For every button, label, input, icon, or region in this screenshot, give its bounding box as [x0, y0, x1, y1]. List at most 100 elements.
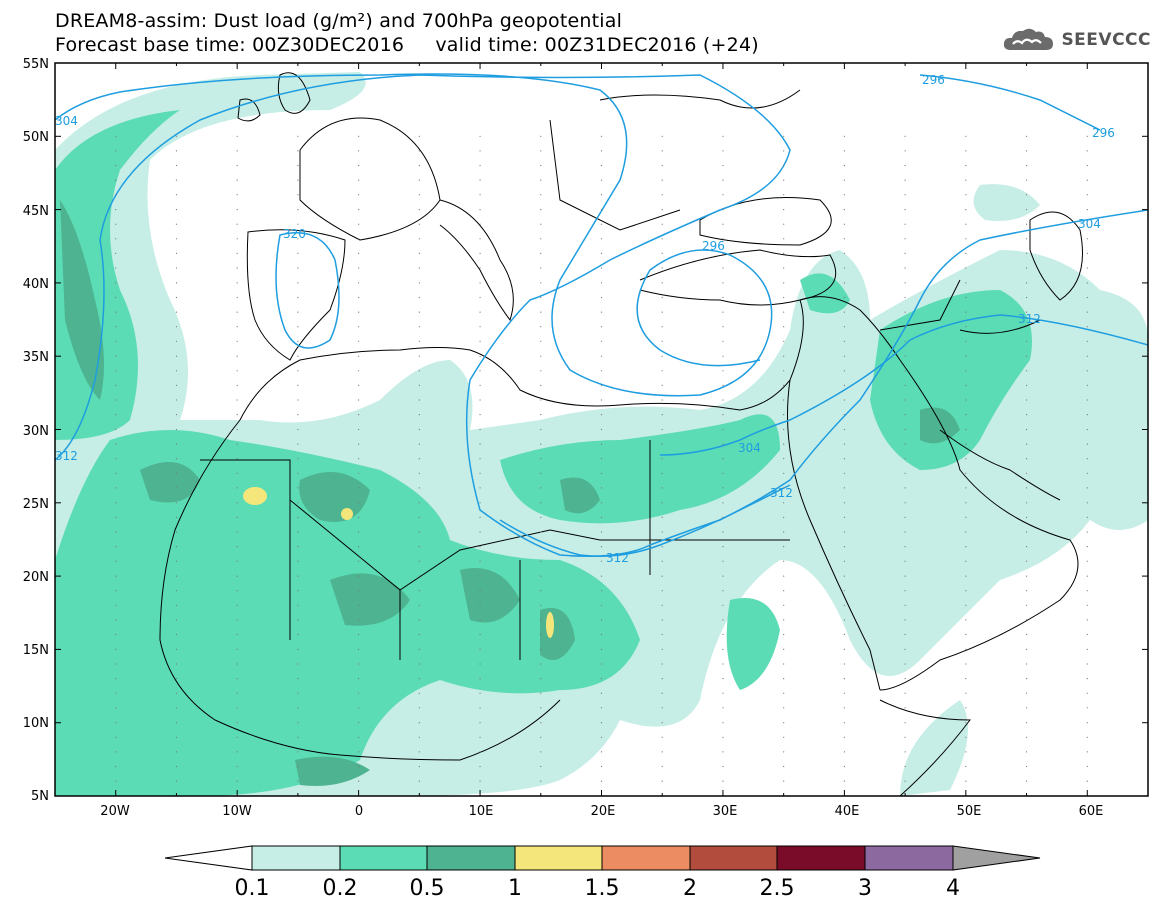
grid-dot: [175, 472, 178, 474]
grid-dot: [479, 238, 481, 240]
grid-dot: [600, 736, 603, 738]
grid-dot: [479, 472, 481, 474]
grid-dot: [783, 238, 785, 240]
grid-dot: [540, 633, 542, 636]
grid-dot: [1086, 722, 1088, 724]
dust-region-low: [900, 700, 968, 796]
grid-dot: [965, 267, 967, 269]
grid-dot: [965, 428, 967, 431]
grid-dot: [236, 604, 238, 606]
grid-dot: [904, 707, 906, 709]
grid-dot: [661, 692, 663, 694]
grid-dot: [661, 326, 663, 328]
dust-region-peak: [243, 487, 267, 505]
grid-dot: [1025, 751, 1028, 753]
grid-dot: [540, 487, 542, 489]
grid-dot: [115, 223, 117, 225]
grid-dot: [479, 296, 481, 299]
grid-dot: [1025, 663, 1028, 665]
grid-dot: [115, 326, 117, 328]
grid-dot: [236, 472, 238, 474]
grid-dot: [418, 765, 420, 768]
grid-dot: [1086, 531, 1088, 533]
grid-dot: [115, 604, 117, 606]
grid-dot: [904, 164, 906, 167]
grid-dot: [236, 575, 238, 577]
lat-label: 10N: [23, 716, 49, 731]
grid-dot: [175, 355, 178, 357]
grid-dot: [540, 282, 542, 284]
grid-dot: [1025, 516, 1028, 519]
grid-dot: [479, 355, 481, 357]
grid-dot: [175, 238, 178, 240]
grid-dot: [1025, 326, 1028, 328]
grid-dot: [297, 252, 299, 254]
grid-dot: [1086, 443, 1088, 445]
grid-dot: [722, 311, 724, 313]
grid-dot: [540, 575, 542, 577]
grid-dot: [904, 678, 906, 680]
grid-dot: [1086, 267, 1088, 269]
grid-dot: [1025, 252, 1028, 254]
grid-dot: [600, 531, 603, 533]
grid-dot: [175, 296, 178, 299]
grid-dot: [418, 326, 420, 328]
grid-dot: [843, 194, 845, 196]
grid-dot: [783, 502, 785, 504]
grid-dot: [1025, 209, 1028, 211]
dust-region-high: [299, 472, 370, 522]
grid-dot: [540, 458, 542, 460]
grid-dot: [661, 487, 663, 489]
grid-dot: [540, 765, 542, 768]
grid-dot: [843, 384, 845, 386]
grid-dot: [358, 399, 360, 401]
grid-dot: [600, 267, 603, 269]
grid-dot: [115, 428, 117, 431]
grid-dot: [965, 575, 967, 577]
grid-dot: [1086, 546, 1088, 548]
grid-dot: [783, 209, 785, 211]
grid-dot: [540, 692, 542, 694]
grid-dot: [661, 736, 663, 738]
grid-dot: [115, 282, 117, 284]
grid-dot: [965, 355, 967, 357]
grid-dot: [661, 282, 663, 284]
grid-dot: [479, 560, 481, 562]
grid-dot: [965, 311, 967, 313]
grid-dot: [418, 502, 420, 504]
grid-dot: [722, 209, 724, 211]
lat-label: 40N: [23, 277, 49, 292]
grid-dot: [965, 150, 967, 152]
grid-dot: [175, 164, 178, 167]
grid-dot: [540, 751, 542, 753]
grid-dot: [115, 516, 117, 519]
grid-dot: [479, 502, 481, 504]
grid-dot: [1086, 633, 1088, 636]
grid-dot: [843, 326, 845, 328]
grid-dot: [175, 736, 178, 738]
grid-dot: [843, 575, 845, 577]
grid-dot: [661, 311, 663, 313]
lon-label: 50E: [957, 804, 982, 819]
contour-label-296: 296: [702, 239, 725, 253]
grid-dot: [722, 619, 724, 621]
grid-dot: [843, 414, 845, 416]
grid-dot: [358, 560, 360, 562]
grid-dot: [540, 164, 542, 167]
grid-dot: [236, 384, 238, 386]
grid-dot: [661, 780, 663, 782]
grid-dot: [1025, 194, 1028, 196]
grid-dot: [965, 648, 967, 651]
grid-dot: [843, 399, 845, 401]
grid-dot: [418, 252, 420, 254]
grid-dot: [1086, 516, 1088, 519]
colorbar-segment: [776, 845, 866, 871]
grid-dot: [661, 619, 663, 621]
dust-region-high: [920, 407, 960, 444]
lon-label: 10E: [469, 804, 494, 819]
grid-dot: [1025, 296, 1028, 299]
grid-dot: [175, 765, 178, 768]
grid-dot: [175, 150, 178, 152]
grid-dot: [1086, 736, 1088, 738]
grid-dot: [540, 531, 542, 533]
